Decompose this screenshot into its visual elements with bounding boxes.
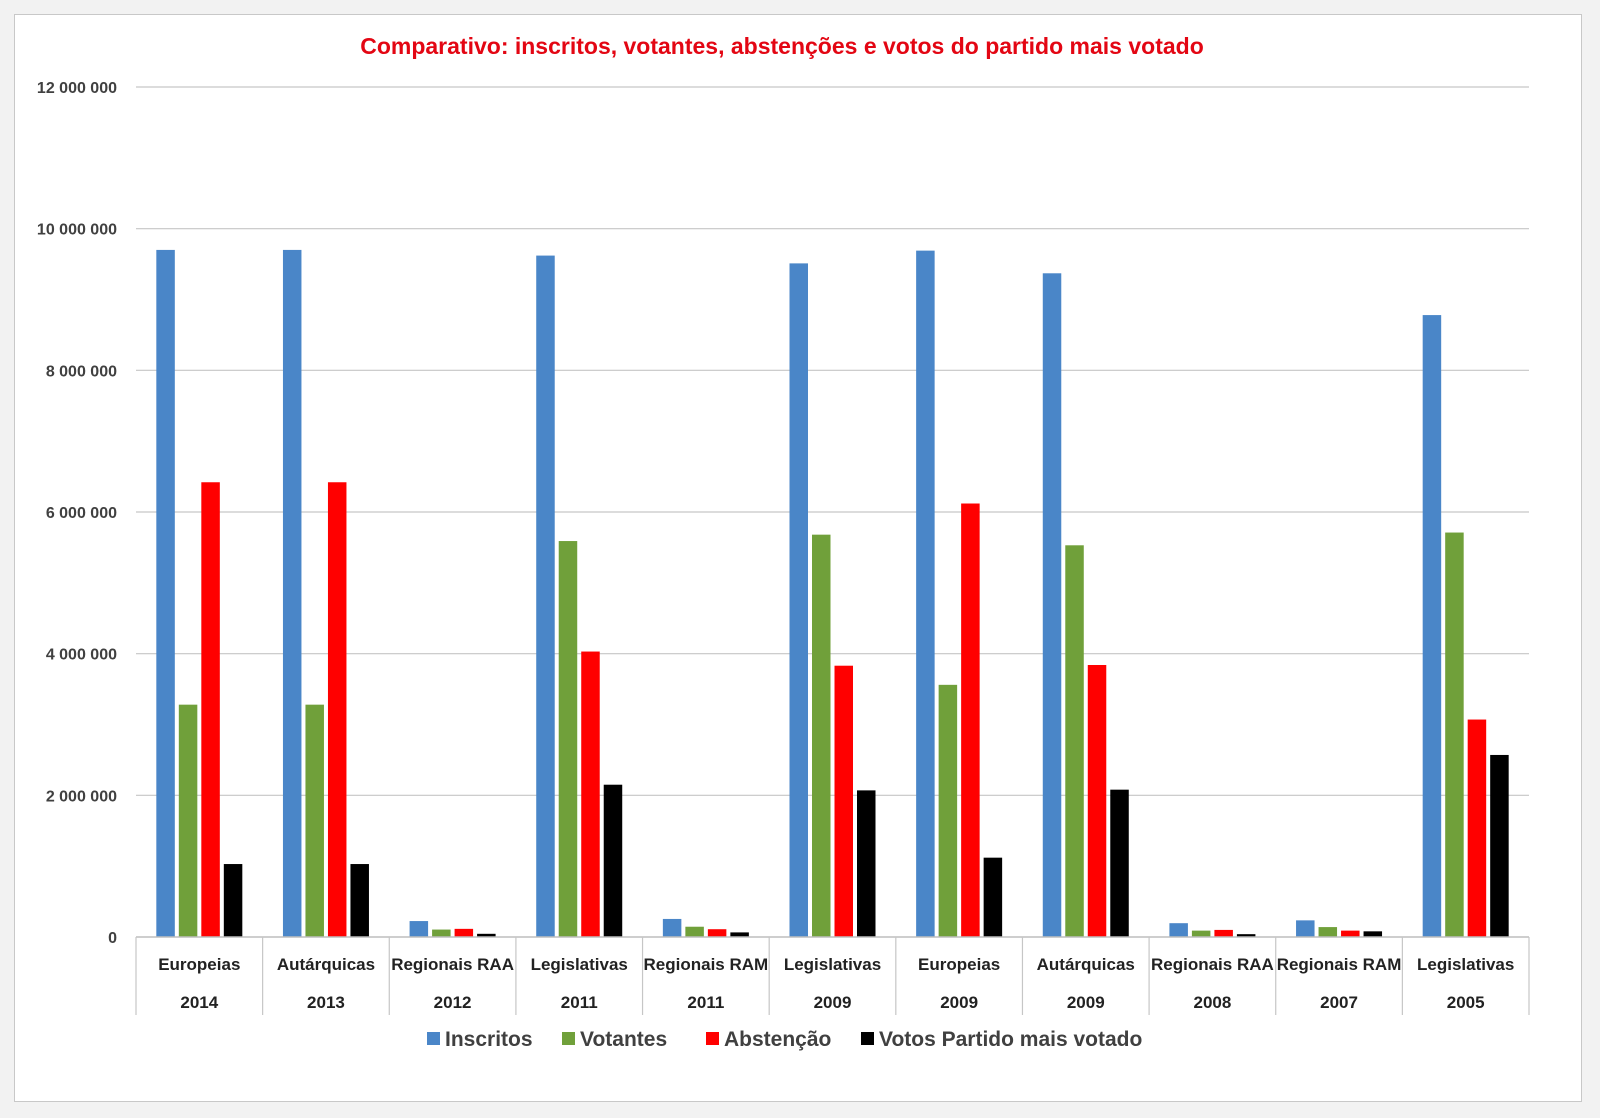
y-tick-label: 6 000 000 bbox=[46, 505, 117, 522]
chart-svg: Comparativo: inscritos, votantes, absten… bbox=[37, 33, 1530, 1051]
bars-layer bbox=[156, 249, 1509, 938]
legend: Inscritos Votantes Abstenção Votos Partido … bbox=[427, 1028, 1142, 1051]
x-category-label: Autárquicas bbox=[277, 955, 375, 974]
y-tick-label: 12 000 000 bbox=[37, 80, 117, 97]
y-tick-label: 2 000 000 bbox=[46, 788, 117, 805]
x-category-year: 2007 bbox=[1320, 993, 1358, 1012]
x-category-label: Regionais RAM bbox=[1277, 955, 1402, 974]
y-tick-label: 10 000 000 bbox=[37, 222, 117, 239]
bar-inscritos bbox=[1422, 315, 1442, 937]
bar-absten-o bbox=[1467, 719, 1487, 937]
legend-label: Inscritos bbox=[445, 1028, 533, 1051]
bar-votos-partido-mais-votado bbox=[1490, 754, 1509, 937]
chart-frame: Comparativo: inscritos, votantes, absten… bbox=[14, 14, 1582, 1102]
bar-absten-o bbox=[201, 482, 220, 937]
bar-votantes bbox=[558, 541, 578, 937]
bar-votantes bbox=[1445, 532, 1464, 937]
bar-votos-partido-mais-votado bbox=[350, 864, 369, 937]
bar-inscritos bbox=[1042, 273, 1062, 938]
x-category-label: Legislativas bbox=[531, 955, 628, 974]
x-category-label: Legislativas bbox=[784, 955, 881, 974]
bar-inscritos bbox=[409, 921, 429, 937]
bar-votos-partido-mais-votado bbox=[983, 857, 1003, 937]
y-tick-label: 4 000 000 bbox=[46, 647, 117, 664]
y-tick-label: 0 bbox=[108, 930, 117, 947]
bar-votantes bbox=[1065, 545, 1084, 937]
legend-swatch bbox=[861, 1032, 874, 1045]
bar-inscritos bbox=[1169, 923, 1188, 937]
x-category-label: Autárquicas bbox=[1037, 955, 1135, 974]
x-category-label: Regionais RAM bbox=[644, 955, 769, 974]
bar-absten-o bbox=[1214, 929, 1233, 937]
bar-absten-o bbox=[961, 503, 980, 937]
bar-inscritos bbox=[916, 250, 935, 937]
grid-layer bbox=[136, 86, 1529, 796]
x-category-year: 2009 bbox=[940, 993, 978, 1012]
bar-absten-o bbox=[454, 928, 474, 937]
chart-title: Comparativo: inscritos, votantes, absten… bbox=[360, 33, 1204, 59]
bar-absten-o bbox=[834, 665, 853, 937]
bar-votos-partido-mais-votado bbox=[1363, 931, 1383, 937]
x-category-year: 2011 bbox=[561, 993, 598, 1012]
bar-votantes bbox=[812, 534, 831, 937]
x-category-label: Europeias bbox=[918, 955, 1000, 974]
bar-votos-partido-mais-votado bbox=[730, 932, 749, 937]
x-category-label: Regionais RAA bbox=[391, 955, 514, 974]
bar-votos-partido-mais-votado bbox=[477, 933, 496, 937]
bar-votantes bbox=[1191, 930, 1211, 937]
bar-inscritos bbox=[789, 263, 808, 937]
y-tick-label: 8 000 000 bbox=[46, 363, 117, 380]
x-category-year: 2009 bbox=[1067, 993, 1105, 1012]
legend-label: Votantes bbox=[580, 1028, 667, 1051]
bar-absten-o bbox=[707, 929, 727, 937]
bar-inscritos bbox=[536, 255, 555, 938]
bar-votos-partido-mais-votado bbox=[1236, 934, 1256, 937]
x-category-year: 2012 bbox=[434, 993, 472, 1012]
x-category-label: Legislativas bbox=[1417, 955, 1514, 974]
axis-layer: 0 2 000 000 4 000 000 6 000 000 8 000 000 10 … bbox=[37, 80, 1530, 1015]
bar-inscritos bbox=[282, 249, 302, 937]
x-category-label: Regionais RAA bbox=[1151, 955, 1274, 974]
x-category-year: 2014 bbox=[180, 993, 218, 1012]
legend-swatch bbox=[706, 1032, 719, 1045]
bar-absten-o bbox=[327, 482, 347, 937]
bar-votantes bbox=[432, 929, 451, 937]
bar-inscritos bbox=[662, 918, 682, 937]
bar-votantes bbox=[178, 704, 198, 937]
legend-swatch bbox=[427, 1032, 440, 1045]
bar-absten-o bbox=[1087, 665, 1107, 937]
bar-inscritos bbox=[1296, 920, 1315, 937]
x-category-year: 2005 bbox=[1447, 993, 1485, 1012]
legend-label: Abstenção bbox=[724, 1028, 831, 1051]
x-category-year: 2011 bbox=[687, 993, 724, 1012]
bar-votos-partido-mais-votado bbox=[1110, 789, 1129, 937]
x-category-year: 2008 bbox=[1193, 993, 1231, 1012]
bar-votantes bbox=[305, 704, 324, 937]
legend-label: Votos Partido mais votado bbox=[879, 1028, 1142, 1051]
x-category-label: Europeias bbox=[158, 955, 240, 974]
x-category-year: 2013 bbox=[307, 993, 345, 1012]
bar-votantes bbox=[1318, 927, 1338, 937]
x-category-year: 2009 bbox=[814, 993, 852, 1012]
bar-votos-partido-mais-votado bbox=[857, 790, 876, 937]
legend-swatch bbox=[562, 1032, 575, 1045]
bar-votantes bbox=[685, 926, 704, 937]
bar-votos-partido-mais-votado bbox=[223, 864, 243, 937]
bar-votos-partido-mais-votado bbox=[603, 784, 623, 937]
bar-absten-o bbox=[1341, 930, 1360, 937]
bar-votantes bbox=[938, 684, 958, 937]
bar-absten-o bbox=[581, 651, 600, 937]
bar-inscritos bbox=[156, 249, 175, 937]
